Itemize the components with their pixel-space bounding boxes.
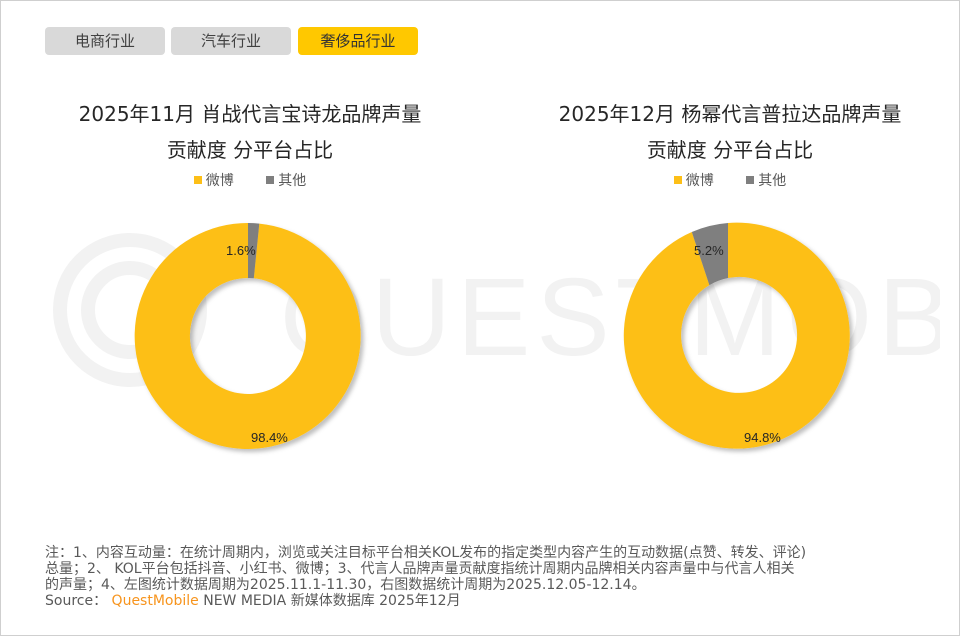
slice-other [691, 223, 728, 286]
chart-title-line1: 2025年11月 肖战代言宝诗龙品牌声量 [78, 102, 422, 126]
label-weibo-right: 94.8% [744, 430, 781, 445]
tab-automotive[interactable]: 汽车行业 [171, 27, 291, 55]
tab-luxury[interactable]: 奢侈品行业 [298, 27, 418, 55]
chart-title-left: 2025年11月 肖战代言宝诗龙品牌声量 贡献度 分平台占比 [10, 96, 490, 168]
legend-swatch-other [266, 176, 275, 184]
footnotes: 注：1、内容互动量：在统计周期内，浏览或关注目标平台相关KOL发布的指定类型内容… [45, 545, 925, 609]
chart-title-line2: 贡献度 分平台占比 [646, 138, 814, 162]
source-suffix: NEW MEDIA 新媒体数据库 2025年12月 [203, 593, 461, 609]
label-weibo-left: 98.4% [251, 430, 288, 445]
chart-legend-right: 微博 其他 [490, 170, 960, 190]
note-line-3: 的声量；4、左图统计数据周期为2025.11.1-11.30，右图数据统计周期为… [45, 577, 646, 593]
legend-label: 其他 [278, 173, 307, 189]
chart-title-right: 2025年12月 杨幂代言普拉达品牌声量 贡献度 分平台占比 [490, 96, 960, 168]
source-line: Source： QuestMobile NEW MEDIA 新媒体数据库 202… [45, 593, 925, 609]
chart-title-line1: 2025年12月 杨幂代言普拉达品牌声量 [558, 102, 902, 126]
label-other-right: 5.2% [694, 243, 724, 258]
slice-other [248, 223, 260, 279]
note-line-2: 总量；2、 KOL平台包括抖音、小红书、微博；3、代言人品牌声量贡献度指统计周期… [45, 561, 795, 577]
legend-label: 其他 [758, 173, 787, 189]
legend-swatch-weibo [673, 176, 682, 184]
legend-item-other: 其他 [746, 170, 786, 190]
source-brand: QuestMobile [111, 593, 199, 609]
donut-chart-left [134, 222, 361, 449]
legend-item-other: 其他 [266, 170, 306, 190]
tab-ecommerce[interactable]: 电商行业 [45, 27, 165, 55]
slice-weibo [134, 222, 361, 449]
legend-swatch-weibo [193, 176, 202, 184]
chart-legend-left: 微博 其他 [10, 170, 490, 190]
legend-item-weibo: 微博 [193, 170, 234, 190]
legend-label: 微博 [685, 173, 714, 189]
source-prefix: Source： [45, 593, 108, 609]
donut-chart-right [623, 222, 850, 449]
legend-swatch-other [746, 176, 755, 184]
chart-title-line2: 贡献度 分平台占比 [166, 138, 334, 162]
legend-label: 微博 [205, 173, 234, 189]
note-line-1: 注：1、内容互动量：在统计周期内，浏览或关注目标平台相关KOL发布的指定类型内容… [45, 545, 807, 561]
label-other-left: 1.6% [226, 243, 256, 258]
slice-weibo [623, 222, 850, 449]
legend-item-weibo: 微博 [673, 170, 714, 190]
